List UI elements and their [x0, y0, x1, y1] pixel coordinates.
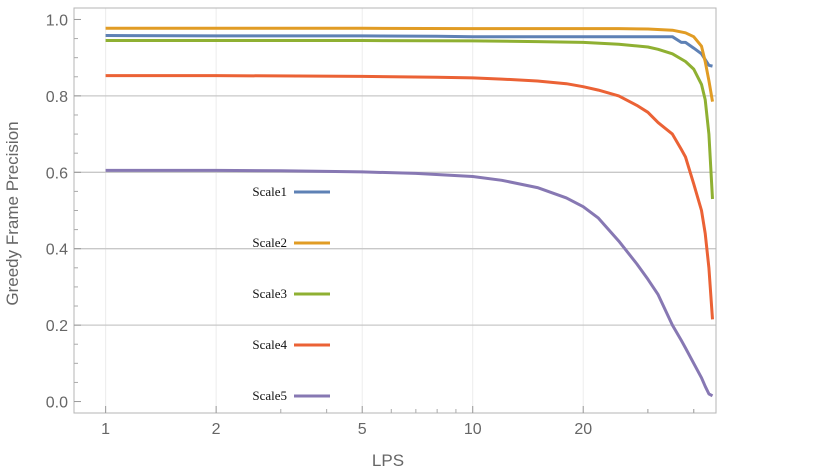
y-axis-label: Greedy Frame Precision	[3, 121, 22, 305]
y-tick-label: 0.6	[46, 165, 68, 182]
plot-frame	[73, 7, 717, 414]
legend: Scale1 Scale2 Scale3 Scale4 Scale5	[252, 184, 330, 403]
series-line-scale2	[105, 26, 714, 102]
y-tick-label: 0.0	[46, 395, 68, 412]
series-line-scale1	[105, 34, 713, 68]
x-tick-label: 5	[358, 421, 367, 438]
x-tick-label: 1	[101, 421, 110, 438]
y-tick-label: 0.2	[46, 318, 68, 335]
legend-label-scale5: Scale5	[252, 388, 287, 403]
series-lines	[105, 26, 714, 398]
x-tick-label: 20	[574, 421, 592, 438]
legend-label-scale4: Scale4	[252, 337, 287, 352]
x-tick-label: 10	[464, 421, 482, 438]
x-tick-label: 2	[212, 421, 221, 438]
legend-label-scale1: Scale1	[252, 184, 287, 199]
legend-label-scale3: Scale3	[252, 286, 287, 301]
grid-lines	[74, 8, 716, 413]
y-tick-label: 0.8	[46, 89, 68, 106]
series-line-scale3	[105, 39, 714, 200]
legend-label-scale2: Scale2	[252, 235, 287, 250]
axis-ticks: 1 2 5 10 20 0.0 0.2 0.4 0.6 0.8 1.0	[46, 12, 695, 438]
x-axis-label: LPS	[372, 451, 404, 470]
y-tick-label: 1.0	[46, 12, 68, 29]
series-line-scale4	[105, 74, 714, 320]
series-line-scale5	[105, 168, 714, 398]
y-tick-label: 0.4	[46, 242, 68, 259]
